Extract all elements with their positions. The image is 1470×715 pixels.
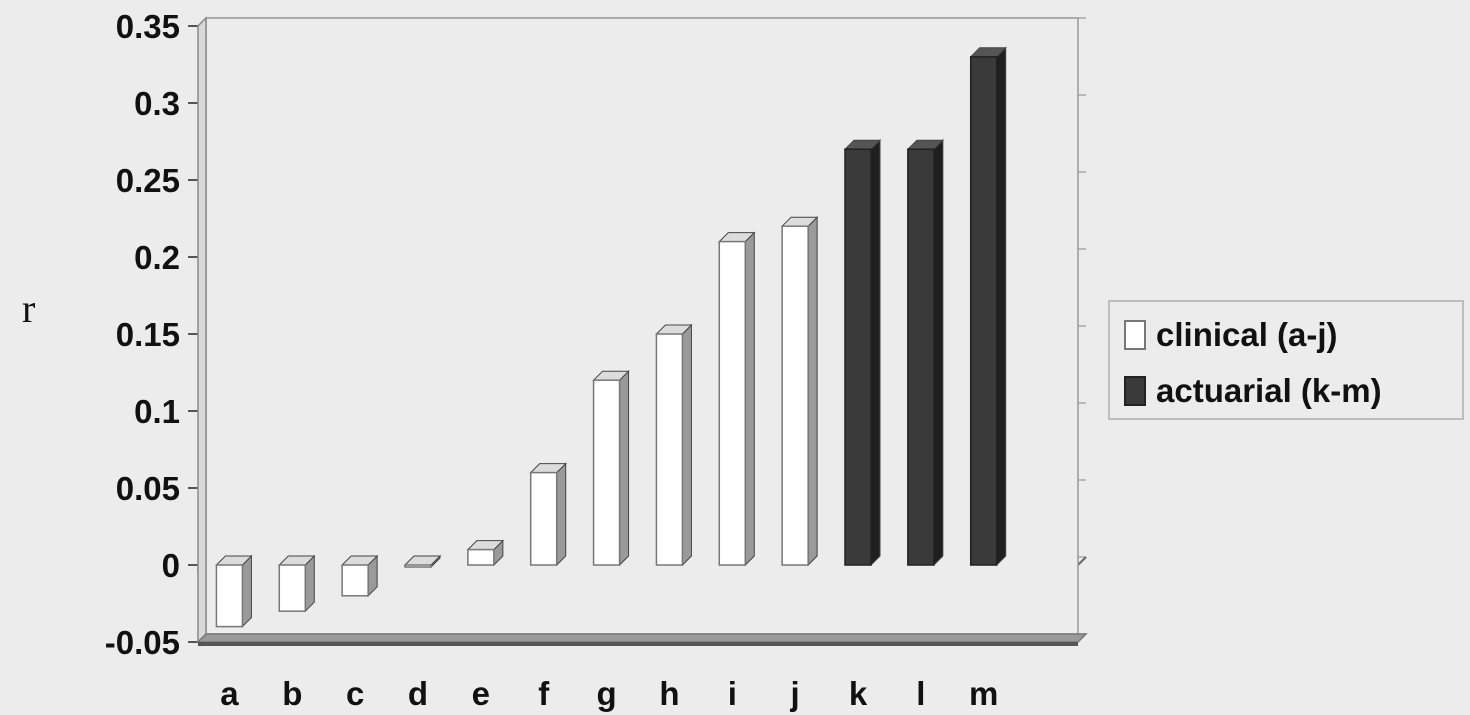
x-tick-label: j [790, 675, 800, 712]
y-tick-label: 0.05 [116, 470, 180, 507]
y-tick-label: 0.1 [134, 393, 180, 430]
legend: clinical (a-j) actuarial (k-m) [1108, 300, 1464, 420]
x-tick-label: d [408, 675, 428, 712]
bar-face [529, 471, 558, 566]
y-tick-label: 0.3 [134, 85, 180, 122]
plot-side-wall [197, 16, 207, 644]
bar-face [781, 225, 809, 566]
plot-back-wall [205, 17, 1079, 635]
bar-b [278, 554, 316, 613]
x-tick-label: c [346, 675, 364, 712]
x-tick-label: i [728, 675, 737, 712]
bar-j [780, 215, 819, 567]
bar-face [844, 148, 872, 566]
x-tick-label: m [969, 675, 998, 712]
bar-face [718, 240, 747, 566]
x-tick-label: k [849, 675, 868, 712]
bar-e [466, 539, 505, 567]
x-tick-label: b [282, 675, 302, 712]
legend-label-actuarial: actuarial (k-m) [1156, 372, 1382, 409]
bar-face [404, 564, 432, 568]
bar-c [340, 554, 379, 598]
bar-face [278, 564, 307, 612]
bar-face [467, 548, 495, 566]
bar-side [933, 138, 944, 567]
bar-side [619, 369, 630, 567]
bar-a [215, 554, 253, 628]
bar-m [969, 46, 1007, 567]
x-tick-label: h [659, 675, 679, 712]
x-tick-labels: a b c d e f g h i j k l m [220, 675, 998, 712]
legend-item-clinical: clinical (a-j) [1124, 316, 1338, 354]
bar-l [906, 138, 945, 567]
bar-face [655, 333, 684, 566]
x-tick-label: a [220, 675, 239, 712]
x-tick-label: e [472, 675, 490, 712]
bar-d [403, 554, 442, 569]
x-tick-label: f [538, 675, 550, 712]
x-tick-label: l [916, 675, 925, 712]
bar-side [241, 554, 252, 628]
legend-swatch-clinical [1124, 320, 1146, 350]
legend-label-clinical: clinical (a-j) [1156, 316, 1338, 353]
y-tick-label: 0.15 [116, 316, 180, 353]
chart-walls [196, 16, 1088, 646]
bar-side [870, 138, 881, 567]
y-tick-label: 0 [162, 547, 180, 584]
bar-face [592, 379, 621, 566]
legend-swatch-actuarial [1124, 376, 1146, 406]
plot-floor [196, 633, 1088, 643]
bar-k [843, 138, 882, 567]
bar-side [681, 323, 692, 567]
bar-g [592, 369, 630, 567]
y-tick-label: -0.05 [105, 624, 180, 661]
y-tick-label: 0.2 [134, 239, 180, 276]
bars [215, 46, 1007, 628]
y-axis-label: r [22, 286, 35, 331]
bar-side [996, 46, 1007, 567]
bar-h [655, 323, 693, 567]
bar-face [907, 148, 935, 566]
bar-face [215, 564, 244, 628]
y-tick-label: 0.35 [116, 8, 180, 45]
bar-face [969, 56, 998, 566]
legend-item-actuarial: actuarial (k-m) [1124, 372, 1382, 410]
bar-i [718, 231, 756, 567]
x-tick-label: g [596, 675, 616, 712]
zero-baseline-depth [1077, 556, 1087, 566]
y-tick-labels: 0.35 0.3 0.25 0.2 0.15 0.1 0.05 0 -0.05 [105, 8, 180, 661]
bar-face [341, 564, 369, 597]
y-tick-label: 0.25 [116, 162, 180, 199]
bar-f [529, 462, 567, 567]
bar-side [807, 215, 818, 567]
bar-side [744, 231, 755, 567]
bar-side [556, 462, 567, 567]
